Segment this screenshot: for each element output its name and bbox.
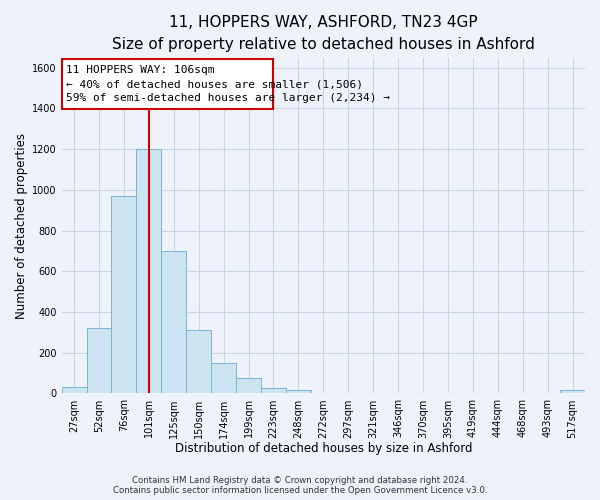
Bar [62, 388, 86, 394]
Bar [86, 328, 112, 394]
Title: 11, HOPPERS WAY, ASHFORD, TN23 4GP
Size of property relative to detached houses : 11, HOPPERS WAY, ASHFORD, TN23 4GP Size … [112, 15, 535, 52]
Bar [112, 196, 136, 394]
Bar [186, 330, 211, 394]
Bar [560, 390, 585, 394]
X-axis label: Distribution of detached houses by size in Ashford: Distribution of detached houses by size … [175, 442, 472, 455]
Bar [286, 390, 311, 394]
Bar [261, 388, 286, 394]
Bar [161, 251, 186, 394]
Text: Contains HM Land Registry data © Crown copyright and database right 2024.
Contai: Contains HM Land Registry data © Crown c… [113, 476, 487, 495]
Bar [62, 58, 274, 110]
Bar [136, 149, 161, 394]
Bar [211, 363, 236, 394]
Y-axis label: Number of detached properties: Number of detached properties [15, 132, 28, 318]
Bar [236, 378, 261, 394]
Text: 11 HOPPERS WAY: 106sqm
← 40% of detached houses are smaller (1,506)
59% of semi-: 11 HOPPERS WAY: 106sqm ← 40% of detached… [66, 65, 390, 103]
